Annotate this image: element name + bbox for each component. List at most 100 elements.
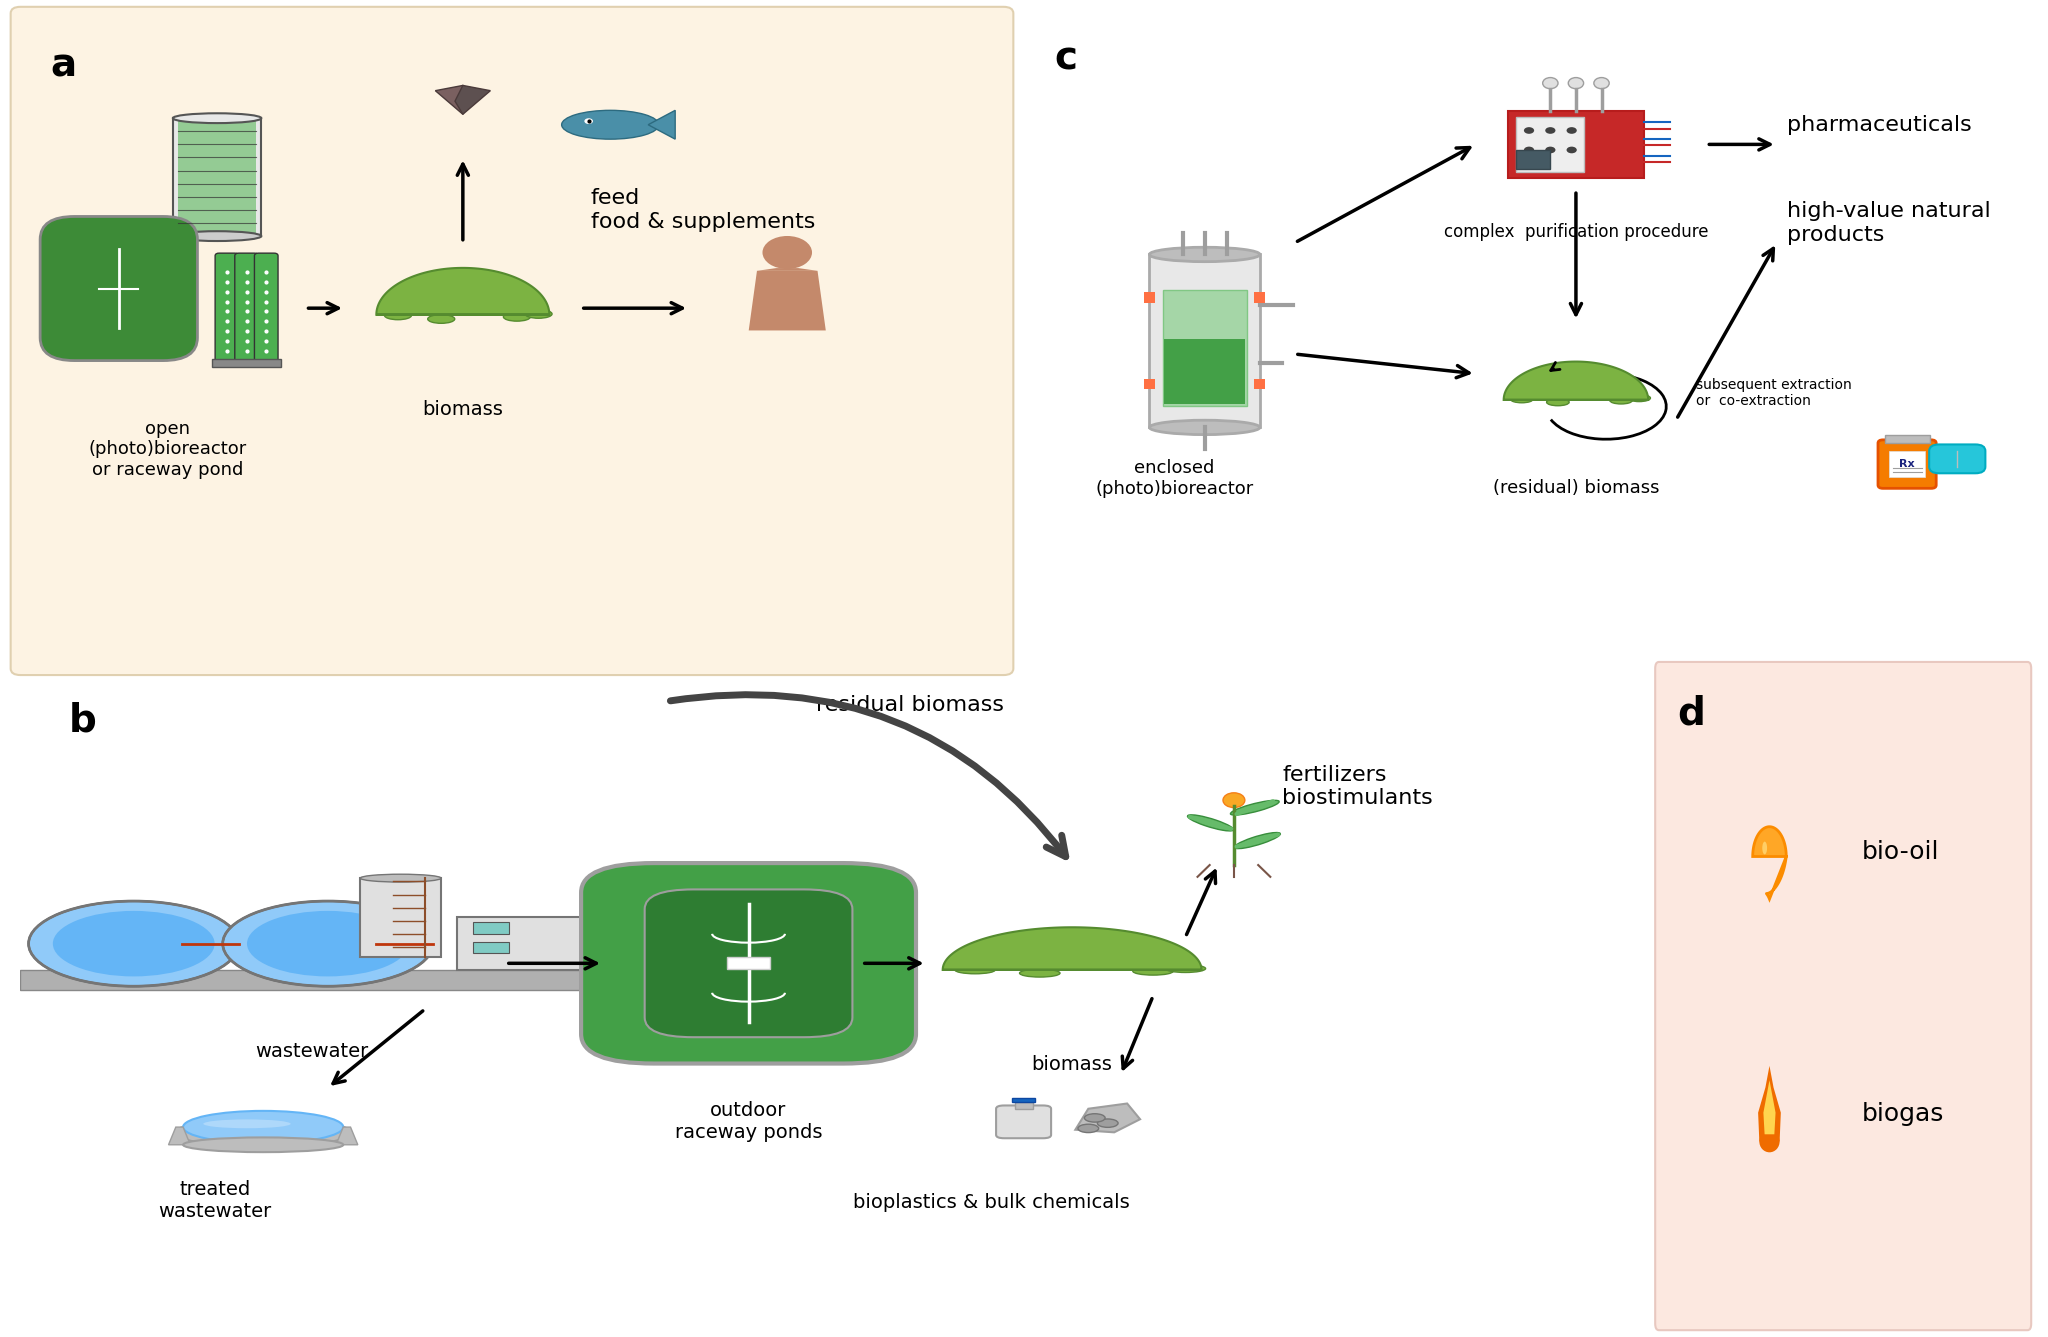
Circle shape (223, 901, 432, 987)
Polygon shape (336, 1127, 358, 1144)
Ellipse shape (954, 965, 995, 973)
FancyBboxPatch shape (645, 889, 852, 1038)
Ellipse shape (1759, 1131, 1780, 1152)
Text: Rx: Rx (1898, 459, 1915, 469)
Ellipse shape (203, 1119, 291, 1128)
Bar (473, 923, 510, 933)
Bar (1163, 290, 1247, 406)
Text: wastewater: wastewater (256, 1042, 369, 1062)
Circle shape (1567, 147, 1577, 154)
Ellipse shape (1149, 420, 1260, 435)
Text: (residual) biomass: (residual) biomass (1493, 479, 1659, 496)
Bar (727, 957, 770, 969)
Circle shape (1567, 127, 1577, 134)
Ellipse shape (385, 312, 412, 320)
Circle shape (53, 910, 215, 976)
Ellipse shape (1569, 78, 1583, 88)
Ellipse shape (1593, 78, 1610, 88)
FancyBboxPatch shape (41, 217, 197, 361)
Text: bio-oil: bio-oil (1862, 840, 1939, 864)
FancyBboxPatch shape (995, 1106, 1051, 1138)
Text: d: d (1677, 695, 1706, 733)
Text: a: a (49, 47, 76, 84)
Polygon shape (1763, 1080, 1776, 1134)
Ellipse shape (1628, 394, 1651, 401)
Bar (473, 941, 510, 953)
Bar (1149, 254, 1260, 428)
FancyBboxPatch shape (1878, 440, 1935, 488)
FancyBboxPatch shape (1929, 444, 1985, 473)
Circle shape (1524, 127, 1534, 134)
Circle shape (248, 910, 410, 976)
Text: b: b (70, 701, 96, 739)
Ellipse shape (182, 1138, 344, 1152)
Circle shape (762, 237, 811, 269)
Text: open
(photo)bioreactor
or raceway pond: open (photo)bioreactor or raceway pond (88, 420, 248, 479)
Circle shape (29, 901, 240, 987)
Text: feed
food & supplements: feed food & supplements (590, 189, 815, 231)
Circle shape (1546, 147, 1556, 154)
Bar (1516, 116, 1585, 172)
Text: enclosed
(photo)bioreactor: enclosed (photo)bioreactor (1096, 459, 1253, 497)
Ellipse shape (1020, 969, 1061, 977)
Text: fertilizers
biostimulants: fertilizers biostimulants (1282, 765, 1434, 808)
Bar (1516, 150, 1550, 170)
Polygon shape (377, 267, 549, 314)
Ellipse shape (1542, 78, 1559, 88)
Bar (178, 122, 256, 233)
Polygon shape (942, 928, 1202, 969)
Polygon shape (647, 111, 676, 139)
Bar (1253, 378, 1266, 389)
Ellipse shape (1188, 814, 1233, 830)
Ellipse shape (1546, 398, 1569, 405)
Bar (1507, 111, 1645, 178)
Bar (360, 878, 440, 957)
Ellipse shape (428, 314, 455, 324)
Ellipse shape (182, 1111, 344, 1143)
Text: residual biomass: residual biomass (817, 695, 1004, 715)
Bar (20, 969, 602, 989)
Circle shape (1546, 127, 1556, 134)
FancyBboxPatch shape (236, 253, 258, 364)
Ellipse shape (1133, 967, 1174, 975)
Circle shape (1077, 1124, 1098, 1132)
Text: pharmaceuticals: pharmaceuticals (1786, 115, 1972, 135)
Text: complex  purification procedure: complex purification procedure (1444, 223, 1708, 241)
Ellipse shape (1610, 397, 1632, 404)
Ellipse shape (1511, 396, 1534, 402)
Ellipse shape (1165, 964, 1206, 972)
Polygon shape (758, 269, 817, 271)
Polygon shape (1075, 1103, 1141, 1132)
FancyBboxPatch shape (254, 253, 279, 364)
Text: outdoor
raceway ponds: outdoor raceway ponds (674, 1100, 823, 1142)
Text: biomass: biomass (1032, 1055, 1112, 1074)
Circle shape (584, 118, 594, 124)
Bar (1145, 293, 1155, 303)
Polygon shape (1503, 361, 1649, 400)
Bar (1884, 436, 1929, 443)
Bar (1890, 451, 1925, 477)
Polygon shape (1757, 1066, 1782, 1142)
Circle shape (1085, 1114, 1106, 1122)
Text: high-value natural
products: high-value natural products (1786, 202, 1991, 245)
Polygon shape (455, 86, 489, 114)
FancyBboxPatch shape (215, 253, 240, 364)
Text: c: c (1055, 40, 1077, 78)
FancyBboxPatch shape (1655, 662, 2032, 1330)
Ellipse shape (1761, 841, 1767, 854)
Ellipse shape (1235, 833, 1280, 849)
Text: biomass: biomass (422, 400, 504, 418)
Ellipse shape (360, 874, 440, 882)
Bar (1012, 1098, 1034, 1103)
FancyBboxPatch shape (582, 864, 915, 1063)
Circle shape (1098, 1119, 1118, 1127)
Bar (457, 917, 588, 969)
Bar (1253, 293, 1266, 303)
Text: treated
wastewater: treated wastewater (158, 1179, 270, 1221)
Ellipse shape (172, 114, 262, 123)
Polygon shape (436, 86, 471, 114)
Ellipse shape (1231, 801, 1280, 816)
Circle shape (1524, 147, 1534, 154)
Ellipse shape (561, 111, 659, 139)
Polygon shape (1753, 826, 1786, 898)
